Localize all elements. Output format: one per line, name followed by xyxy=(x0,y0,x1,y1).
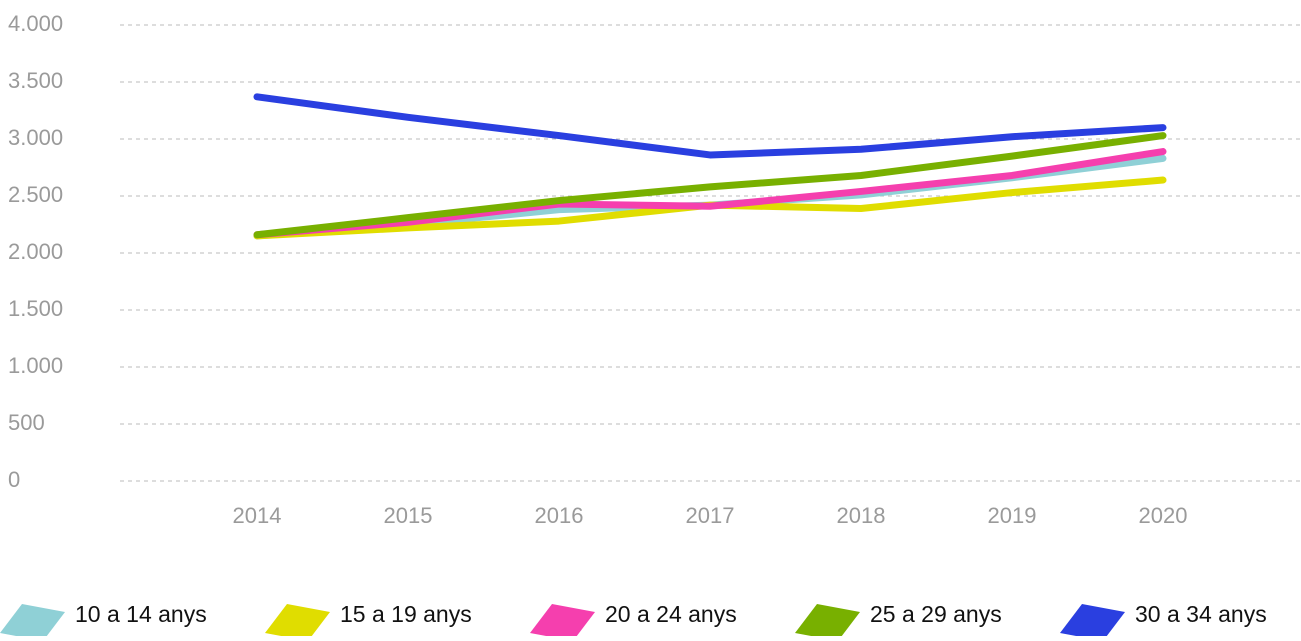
x-tick-label: 2017 xyxy=(686,503,735,528)
y-tick-label: 500 xyxy=(8,410,45,435)
y-tick-label: 4.000 xyxy=(8,11,63,36)
legend-label: 10 a 14 anys xyxy=(75,601,207,627)
series-line xyxy=(253,132,1167,239)
x-tick-label: 2019 xyxy=(988,503,1037,528)
legend-swatch xyxy=(530,604,595,641)
series-line xyxy=(253,93,1167,159)
y-tick-label: 2.000 xyxy=(8,239,63,264)
x-tick-label: 2016 xyxy=(535,503,584,528)
legend-swatch xyxy=(795,604,860,641)
y-tick-label: 0 xyxy=(8,467,20,492)
legend-label: 30 a 34 anys xyxy=(1135,601,1267,627)
y-tick-label: 2.500 xyxy=(8,182,63,207)
x-tick-label: 2018 xyxy=(837,503,886,528)
y-tick-label: 3.500 xyxy=(8,68,63,93)
x-tick-label: 2014 xyxy=(233,503,282,528)
legend-label: 25 a 29 anys xyxy=(870,601,1002,627)
y-tick-label: 3.000 xyxy=(8,125,63,150)
y-tick-label: 1.500 xyxy=(8,296,63,321)
y-tick-label: 1.000 xyxy=(8,353,63,378)
legend-label: 20 a 24 anys xyxy=(605,601,737,627)
legend-label: 15 a 19 anys xyxy=(340,601,472,627)
legend-swatch xyxy=(265,604,330,641)
series-line xyxy=(253,148,1167,239)
legend-swatch xyxy=(1060,604,1125,641)
x-tick-label: 2020 xyxy=(1139,503,1188,528)
legend-swatch xyxy=(0,604,65,641)
x-tick-label: 2015 xyxy=(384,503,433,528)
